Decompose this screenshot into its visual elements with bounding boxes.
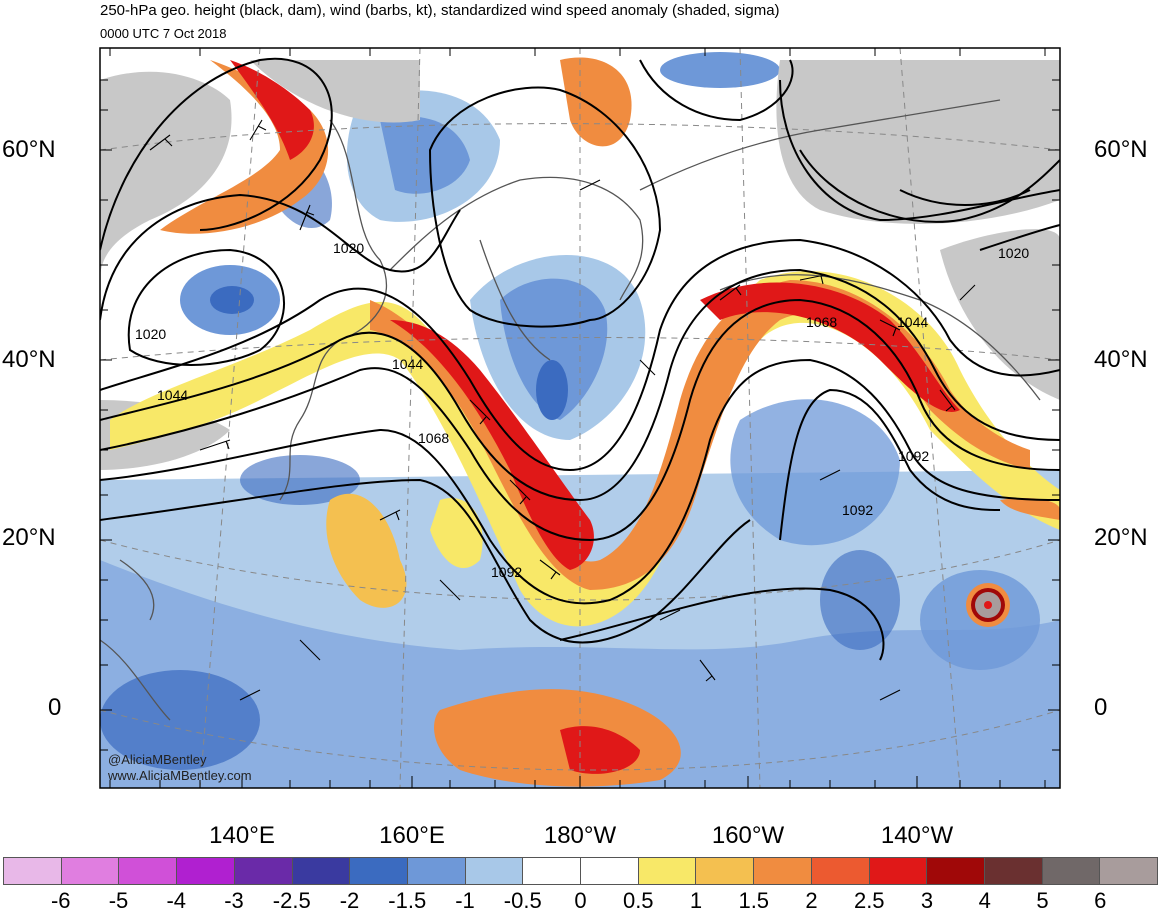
- colorbar-label: 0.5: [622, 888, 654, 913]
- credit-handle: @AliciaMBentley: [108, 752, 207, 767]
- colorbar-swatch: [696, 858, 755, 884]
- map-title: 250-hPa geo. height (black, dam), wind (…: [100, 2, 780, 19]
- colorbar-label: -4: [166, 888, 187, 913]
- lat-label-20n-left: 20°N: [2, 524, 56, 551]
- colorbar-label: 1.5: [738, 888, 770, 913]
- colorbar-swatch: [407, 858, 466, 884]
- contour-label: 1068: [806, 314, 837, 330]
- colorbar-label: 2.5: [853, 888, 885, 913]
- colorbar-swatch: [119, 858, 178, 884]
- lon-label-140e: 140°E: [209, 822, 275, 849]
- colorbar-swatch: [4, 858, 62, 884]
- colorbar-label: 4: [978, 888, 991, 913]
- colorbar-label: 5: [1036, 888, 1049, 913]
- contour-label: 1020: [135, 326, 166, 342]
- colorbar-swatch: [754, 858, 812, 884]
- lat-label-60n-left: 60°N: [2, 136, 56, 163]
- contour-label: 1020: [998, 245, 1029, 261]
- colorbar-label: 3: [920, 888, 934, 913]
- colorbar-swatch: [234, 858, 293, 884]
- colorbar-label: 6: [1094, 888, 1107, 913]
- lat-label-40n-left: 40°N: [2, 346, 56, 373]
- colorbar-swatch: [927, 858, 985, 884]
- colorbar-swatch: [465, 858, 524, 884]
- tropical-cyclone-marker: [966, 583, 1010, 627]
- tick-marks: [100, 48, 1060, 788]
- contour-label: 1092: [898, 448, 929, 464]
- map-field: [100, 48, 1060, 788]
- colorbar-swatch: [61, 858, 120, 884]
- lon-label-180w: 180°W: [543, 822, 617, 849]
- lat-label-60n-right: 60°N: [1094, 136, 1148, 163]
- lon-label-140w: 140°W: [880, 822, 954, 849]
- colorbar-label: -1.5: [388, 888, 427, 913]
- colorbar-label: -3: [224, 888, 244, 913]
- contour-label: 1044: [897, 314, 928, 330]
- lon-label-160w: 160°W: [711, 822, 785, 849]
- colorbar-swatch: [811, 858, 870, 884]
- colorbar-label: -0.5: [503, 888, 542, 913]
- colorbar-label: -2: [339, 888, 360, 913]
- contour-labels: 1020 1020 1044 1044 1068 1068 1044 1092 …: [135, 240, 1029, 580]
- contour-label: 1092: [842, 502, 873, 518]
- height-contours: [100, 57, 1060, 661]
- credit-website: www.AliciaMBentley.com: [108, 768, 252, 783]
- colorbar-swatch: [292, 858, 351, 884]
- colorbar-swatch: [638, 858, 697, 884]
- colorbar-swatch: [350, 858, 408, 884]
- colorbar-label: -5: [108, 888, 129, 913]
- colorbar-label: -6: [50, 888, 71, 913]
- contour-label: 1092: [491, 564, 522, 580]
- colorbar-swatch: [177, 858, 235, 884]
- colorbar-swatch: [523, 858, 582, 884]
- colorbar-swatch: [984, 858, 1043, 884]
- colorbar-label: 1: [689, 888, 703, 913]
- contour-label: 1068: [418, 430, 449, 446]
- height-ridge-shading: [100, 60, 1060, 470]
- colorbar-swatch: [869, 858, 928, 884]
- map-subtitle: 0000 UTC 7 Oct 2018: [100, 26, 227, 41]
- contour-label: 1044: [392, 356, 423, 372]
- colorbar-label: 0: [574, 888, 587, 913]
- colorbar-label: -2.5: [272, 888, 311, 913]
- colorbar-label: 2: [805, 888, 818, 913]
- graticule: [100, 48, 1060, 788]
- contour-label: 1020: [333, 240, 364, 256]
- colorbar-swatch: [1100, 858, 1158, 884]
- lat-label-0-right: 0: [1094, 694, 1108, 721]
- negative-anomaly-shading: [100, 52, 1060, 788]
- lon-label-160e: 160°E: [379, 822, 445, 849]
- wind-barbs: [149, 119, 976, 701]
- lat-label-40n-right: 40°N: [1094, 346, 1148, 373]
- colorbar-swatch: [1042, 858, 1101, 884]
- lat-label-0-left: 0: [48, 694, 62, 721]
- colorbar-swatch: [581, 858, 639, 884]
- colorbar-label: -1: [455, 888, 475, 913]
- lat-label-20n-right: 20°N: [1094, 524, 1148, 551]
- contour-label: 1044: [157, 387, 188, 403]
- colorbar: [3, 857, 1158, 885]
